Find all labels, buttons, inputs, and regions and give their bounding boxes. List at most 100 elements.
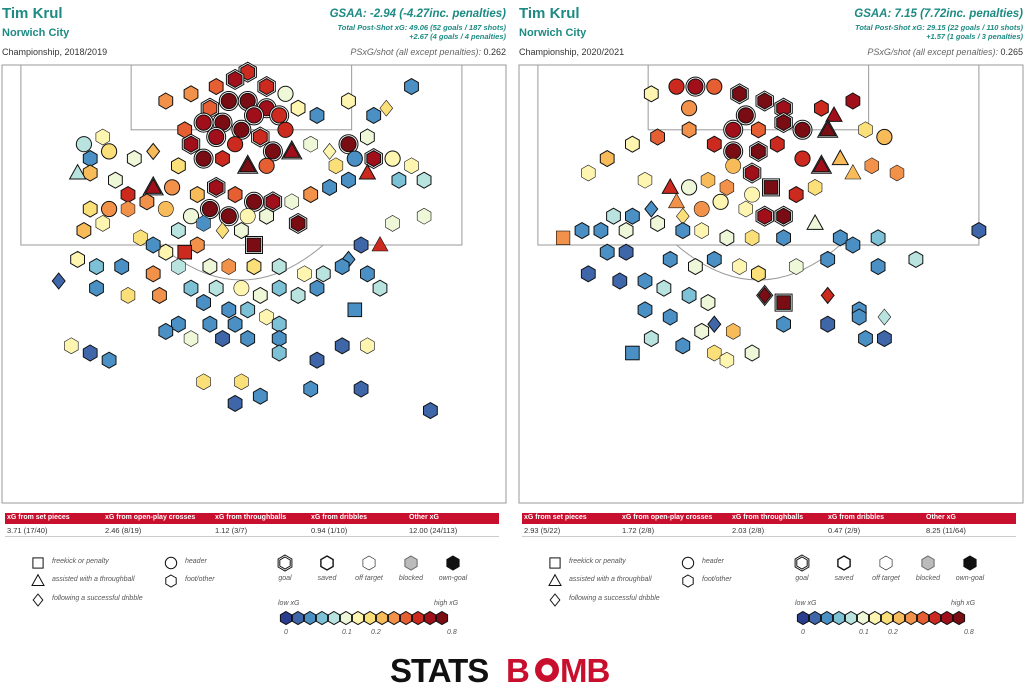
shot-marker (265, 193, 281, 211)
legend-outcome-own-goal (963, 555, 977, 571)
shot-marker (347, 302, 363, 318)
shot-marker (183, 330, 199, 347)
legend-shape-diamond (32, 593, 44, 607)
shot-marker (738, 200, 753, 218)
shot-marker (171, 222, 186, 240)
legend-scale-swatch (856, 610, 870, 626)
shot-marker (220, 92, 237, 110)
xg-breakdown-table: xG from set pieces 2.93 (5/22) xG from ope… (522, 513, 1016, 537)
legend-scale-low: low xG (795, 600, 817, 607)
shot-marker (889, 164, 905, 182)
legend-scale-swatch (363, 610, 377, 626)
legend-scale-swatch (435, 610, 449, 626)
shot-marker (259, 308, 274, 326)
legend-scale-swatch (303, 610, 317, 626)
legend-scale-tick: 0.8 (964, 629, 974, 636)
shot-marker (732, 85, 747, 103)
shot-marker (259, 78, 274, 96)
legend-scale-swatch (387, 610, 401, 626)
shot-marker (681, 100, 698, 117)
shot-marker (688, 258, 703, 276)
shot-marker (643, 85, 659, 103)
xg-value-4: 12.00 (24/113) (409, 526, 458, 535)
shot-marker (233, 280, 250, 297)
shot-marker (416, 207, 432, 225)
shot-marker (309, 106, 325, 124)
legend-scale-tick: 0.2 (371, 629, 381, 636)
legend-scale-swatch (928, 610, 942, 626)
shot-marker (794, 150, 811, 167)
legend-scale-tick: 0.2 (888, 629, 898, 636)
shot-marker (751, 121, 766, 139)
svg-text:B: B (506, 652, 529, 686)
shot-marker (662, 250, 678, 268)
xg-header-2: xG from throughballs (215, 514, 287, 521)
shot-marker (870, 229, 886, 247)
shot-marker (246, 237, 262, 253)
shot-marker (233, 121, 250, 138)
shot-marker (612, 272, 628, 290)
legend-shape-label: following a successful dribble (52, 595, 143, 602)
shot-marker (271, 107, 288, 124)
shot-marker (114, 258, 130, 276)
post-shot-line2: +1.57 (1 goals / 3 penalties) (926, 31, 1023, 41)
shot-marker (372, 279, 388, 297)
psxg-per-shot: PSxG/shot (all except penalties): 0.262 (350, 47, 506, 57)
shot-marker (145, 236, 161, 254)
shot-marker (158, 322, 174, 340)
legend-scale-swatch (832, 610, 846, 626)
shot-marker (618, 222, 634, 240)
xg-value-2: 1.12 (3/7) (215, 526, 248, 535)
psxg-per-shot: PSxG/shot (all except penalties): 0.265 (867, 47, 1023, 57)
shot-marker (693, 201, 710, 217)
shot-map-pitch (1, 61, 507, 504)
shot-marker (593, 222, 609, 240)
legend-shape-triangle (31, 573, 45, 586)
shot-marker (290, 286, 306, 304)
shot-marker (284, 193, 300, 211)
shot-marker (844, 163, 862, 180)
legend-outcome-label: blocked (398, 575, 424, 582)
shot-marker (95, 128, 110, 146)
shot-marker (215, 150, 230, 168)
shot-marker (877, 308, 892, 326)
shot-marker (271, 258, 287, 276)
shot-marker (637, 171, 653, 189)
shot-marker (246, 258, 262, 276)
shot-marker (334, 337, 350, 355)
shot-marker (423, 402, 438, 420)
team-name: Norwich City (519, 27, 587, 39)
shot-marker (303, 186, 319, 204)
shot-marker (751, 142, 766, 160)
shot-marker (366, 150, 382, 168)
shot-marker (221, 258, 236, 275)
shot-marker (662, 308, 678, 326)
shot-marker (706, 250, 722, 268)
shot-marker (806, 213, 824, 230)
shot-marker (195, 150, 212, 167)
shot-marker (158, 92, 174, 110)
shot-marker (700, 294, 716, 312)
legend-shape-label: header (185, 558, 207, 565)
shot-marker (818, 120, 837, 137)
svg-text:STATS: STATS (390, 652, 488, 686)
shot-marker (751, 265, 766, 283)
competition-label: Championship, 2018/2019 (2, 47, 108, 57)
shot-marker (245, 107, 263, 124)
shot-marker (75, 136, 93, 153)
shot-marker (227, 394, 243, 412)
post-shot-line1: Total Post-Shot xG: 29.15 (22 goals / 11… (855, 23, 1023, 32)
shot-marker (864, 157, 880, 175)
shot-marker (675, 337, 691, 355)
shot-marker (220, 208, 237, 225)
shot-marker (870, 258, 886, 276)
shot-marker (68, 163, 87, 180)
legend-shape-label: header (702, 558, 724, 565)
shot-marker (656, 279, 672, 297)
legend-scale-tick: 0.1 (859, 629, 869, 636)
legend-outcome-label: saved (834, 575, 854, 582)
legend-scale-swatch (411, 610, 425, 626)
legend-scale-tick: 0.8 (447, 629, 457, 636)
legend-scale-swatch (279, 610, 293, 626)
legend-shape-label: freekick or penalty (569, 558, 626, 565)
